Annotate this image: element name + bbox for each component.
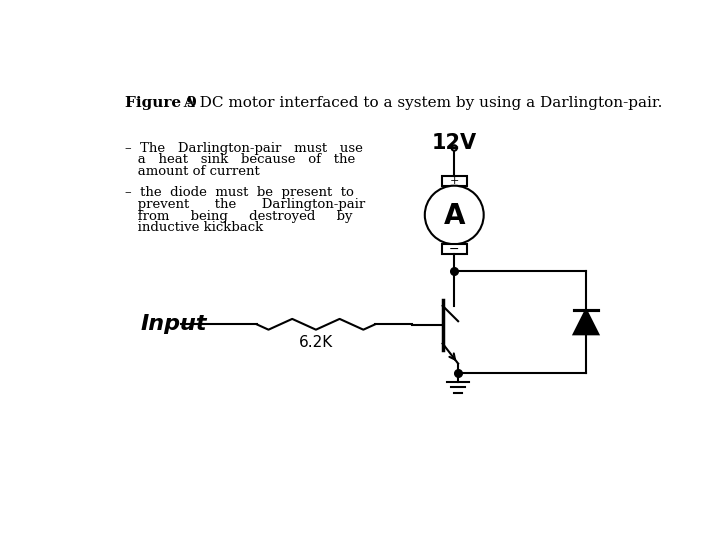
Text: Input: Input	[140, 314, 207, 334]
Text: inductive kickback: inductive kickback	[125, 221, 263, 234]
Circle shape	[425, 186, 484, 244]
Text: from     being     destroyed     by: from being destroyed by	[125, 210, 352, 222]
Text: Figure 9: Figure 9	[125, 96, 197, 110]
Polygon shape	[574, 309, 598, 334]
Text: +: +	[449, 176, 459, 186]
Text: A DC motor interfaced to a system by using a Darlington-pair.: A DC motor interfaced to a system by usi…	[174, 96, 662, 110]
Text: −: −	[449, 242, 459, 256]
Text: 6.2K: 6.2K	[299, 335, 333, 350]
Text: –  the  diode  must  be  present  to: – the diode must be present to	[125, 186, 354, 199]
Bar	[442, 176, 467, 186]
Text: prevent      the      Darlington-pair: prevent the Darlington-pair	[125, 198, 365, 211]
Bar	[442, 244, 467, 254]
Text: 12V: 12V	[432, 132, 477, 153]
Text: –  The   Darlington-pair   must   use: – The Darlington-pair must use	[125, 142, 363, 155]
Text: amount of current: amount of current	[125, 165, 260, 178]
Text: A: A	[444, 202, 465, 231]
Text: a   heat   sink   because   of   the: a heat sink because of the	[125, 153, 355, 166]
